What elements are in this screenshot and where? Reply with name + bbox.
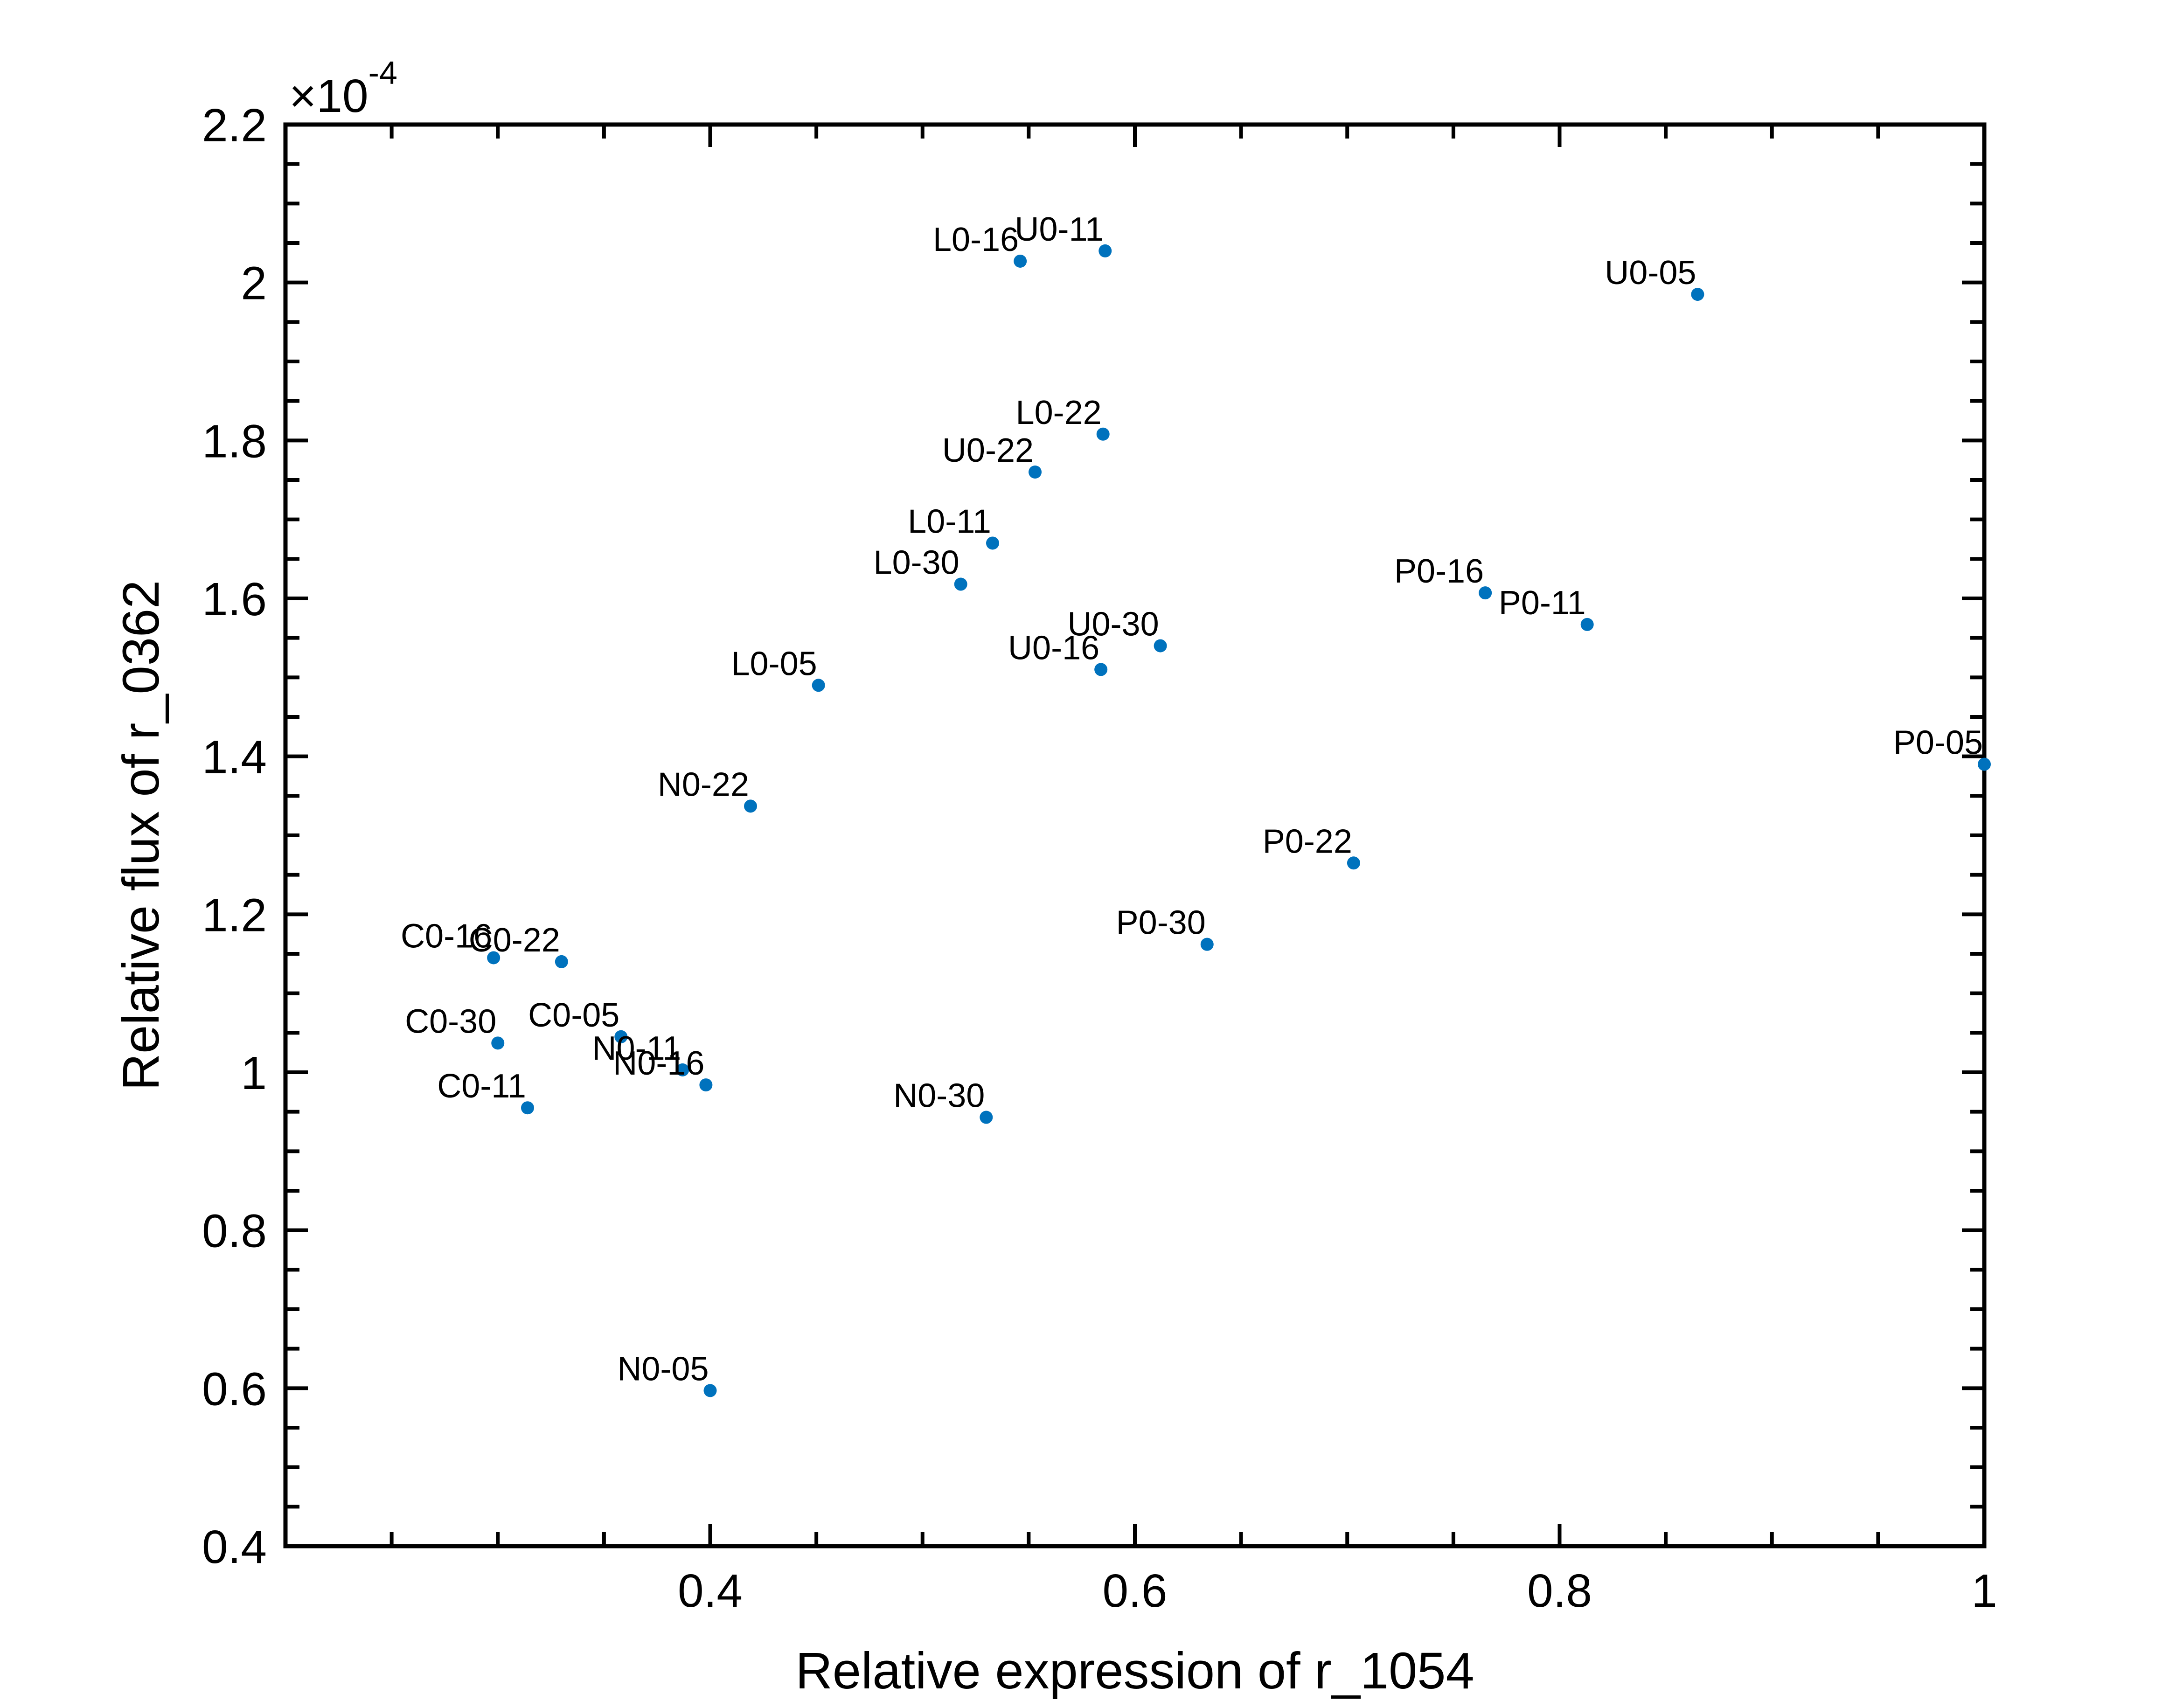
- data-point: [1096, 427, 1110, 441]
- x-tick-label: 0.8: [1527, 1565, 1592, 1617]
- data-point: [699, 1078, 713, 1092]
- data-point: [1691, 288, 1704, 301]
- plot-area: 0.4 0.6 0.8 1 0.4 0.6 0.8 1 1.2 1.4 1.6 1.8 2 2.2 U0-1…: [202, 99, 1997, 1617]
- axes-box: [283, 122, 1987, 1548]
- data-point: [1094, 663, 1108, 676]
- data-point-label: L0-30: [874, 544, 959, 582]
- data-point-label: C0-30: [405, 1003, 496, 1040]
- data-point: [555, 955, 568, 968]
- data-point-label: P0-05: [1893, 724, 1983, 762]
- data-point-label: C0-05: [528, 997, 619, 1034]
- data-point-label: U0-30: [1068, 606, 1159, 643]
- data-point-label: L0-16: [933, 221, 1019, 258]
- data-point: [1098, 244, 1112, 257]
- data-point-label: N0-30: [893, 1077, 985, 1115]
- data-point-label: L0-22: [1016, 394, 1102, 431]
- data-point: [812, 679, 825, 692]
- data-point: [487, 951, 501, 965]
- data-point: [1014, 254, 1027, 268]
- x-tick-label: 0.4: [678, 1565, 743, 1617]
- data-point-label: N0-05: [617, 1350, 709, 1388]
- y-tick-label: 0.4: [202, 1521, 267, 1573]
- data-point-label: P0-16: [1394, 553, 1484, 590]
- data-point-label: C0-22: [469, 922, 560, 959]
- data-point: [614, 1030, 628, 1043]
- data-point: [1347, 856, 1360, 870]
- y-axis-label: Relative flux of r_0362: [112, 580, 170, 1091]
- y-tick-label: 1.2: [202, 889, 267, 941]
- data-point-label: U0-11: [1015, 211, 1104, 248]
- data-point-label: N0-11: [592, 1030, 681, 1067]
- data-point: [744, 799, 757, 813]
- data-point-label: L0-05: [731, 645, 817, 682]
- data-point: [954, 577, 967, 591]
- data-point: [491, 1036, 505, 1050]
- y-axis-exponent-base: ×10: [289, 70, 368, 122]
- x-tick-label: 0.6: [1102, 1565, 1167, 1617]
- data-point-label: U0-16: [1008, 629, 1099, 667]
- y-axis-exponent-power: -4: [368, 55, 397, 91]
- data-point: [1200, 937, 1214, 951]
- y-tick-label: 1.6: [202, 573, 267, 625]
- y-tick-label: 1.8: [202, 415, 267, 467]
- y-tick-label: 2.2: [202, 99, 267, 152]
- data-point: [1029, 465, 1042, 479]
- data-point: [1978, 757, 1991, 771]
- data-point-label: U0-05: [1605, 254, 1696, 292]
- data-point-label: U0-22: [942, 432, 1034, 469]
- data-point: [521, 1101, 534, 1115]
- data-point: [703, 1384, 717, 1397]
- data-point-label: C0-11: [437, 1068, 526, 1105]
- data-point-label: P0-11: [1499, 584, 1586, 622]
- data-point-label: P0-30: [1116, 904, 1206, 942]
- x-tick-label: 1: [1971, 1565, 1997, 1617]
- data-point: [676, 1063, 689, 1076]
- data-point-label: N0-16: [613, 1045, 704, 1082]
- data-point-label: L0-11: [908, 503, 991, 540]
- data-point: [986, 536, 999, 550]
- y-tick-label: 0.8: [202, 1205, 267, 1257]
- data-point: [1479, 586, 1492, 600]
- y-tick-label: 1: [241, 1047, 267, 1099]
- y-tick-label: 0.6: [202, 1363, 267, 1415]
- data-point: [1580, 618, 1594, 631]
- data-point: [1154, 639, 1167, 653]
- data-point: [980, 1111, 993, 1124]
- data-point-label: N0-22: [658, 766, 749, 803]
- data-point-label: C0-16: [401, 917, 492, 955]
- y-axis-exponent: ×10-4: [289, 55, 397, 122]
- y-tick-label: 2: [241, 257, 267, 310]
- y-tick-label: 1.4: [202, 731, 267, 784]
- x-axis-label: Relative expression of r_1054: [795, 1642, 1474, 1700]
- data-point-label: P0-22: [1263, 823, 1352, 860]
